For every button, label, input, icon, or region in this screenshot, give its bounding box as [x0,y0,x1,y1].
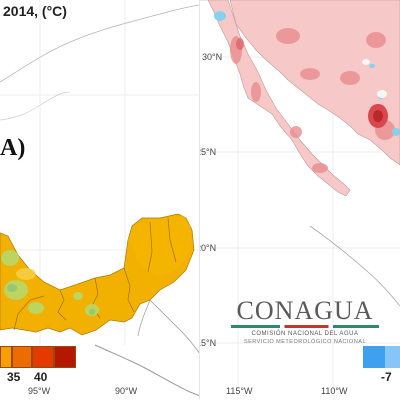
logo-name: CONAGUA [236,296,374,325]
sonora-region [229,0,400,166]
lon-label-115w: 115°W [226,386,253,396]
right-legend-swatch-2 [385,346,400,368]
conagua-logo: CONAGUA COMISIÓN NACIONAL DEL AGUA SERVI… [225,296,385,356]
left-map-panel: 2014, (°C) A) 95°W 90°W 35 40 [0,0,205,400]
color-legend [0,346,76,368]
right-basemap [200,0,400,400]
lat-label-20n: 20°N [200,243,217,253]
legend-label-35: 35 [7,370,21,384]
lat-label-30n: 30°N [202,52,223,62]
baja-peninsula [207,0,351,197]
legend-swatch-1 [0,346,12,368]
right-map-panel: 30°N 25°N 20°N 15°N 115°W 110°W [200,0,400,400]
lon-label-90w: 90°W [115,386,138,396]
right-color-legend [363,346,400,368]
lat-label-25n: 25°N [200,147,217,157]
lon-label-95w: 95°W [28,386,51,396]
map-title: 2014, (°C) [3,3,67,19]
panel-letter: A) [0,135,26,161]
right-legend-swatch-1 [363,346,385,368]
legend-swatch-4 [54,346,76,368]
lon-label-110w: 110°W [321,386,348,396]
logo-color-band [231,325,379,328]
central-america-coast [94,344,205,399]
gulf-coastline [0,3,205,83]
legend-labels: 35 40 [0,370,90,384]
logo-subtitle-2: SERVICIO METEOROLÓGICO NACIONAL [243,339,367,345]
legend-label-40: 40 [34,370,48,384]
left-basemap [0,0,205,399]
legend-swatch-3 [32,346,54,368]
lat-label-15n: 15°N [200,338,217,348]
logo-subtitle-1: COMISIÓN NACIONAL DEL AGUA [251,331,359,337]
legend-swatch-2 [12,346,32,368]
right-legend-label: -7 [381,370,392,384]
